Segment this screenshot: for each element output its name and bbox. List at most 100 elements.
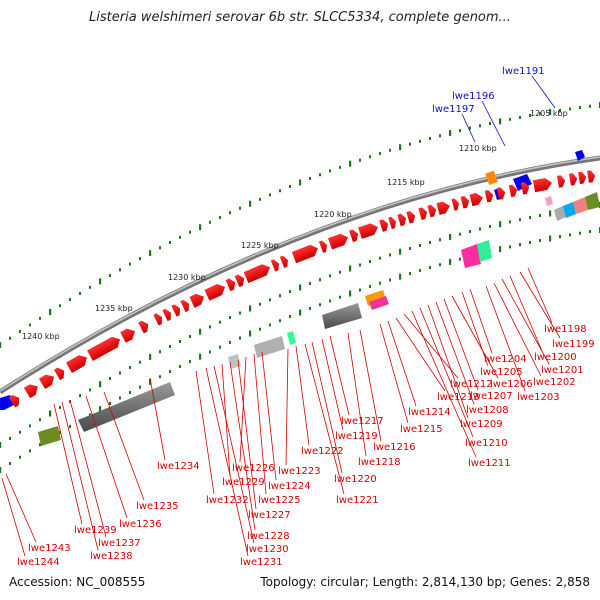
gene-label-lwe1200[interactable]: lwe1200 xyxy=(534,352,577,363)
gene-label-lwe1244[interactable]: lwe1244 xyxy=(17,557,60,568)
cog-block-pink-small[interactable] xyxy=(545,196,553,206)
forward-gene-arrow[interactable] xyxy=(327,232,350,250)
forward-gene-arrow[interactable] xyxy=(8,393,23,408)
gene-label-lwe1206[interactable]: lwe1206 xyxy=(490,379,533,390)
gene-label-lwe1214[interactable]: lwe1214 xyxy=(408,407,451,418)
forward-gene-arrow[interactable] xyxy=(520,181,531,195)
forward-gene-arrow[interactable] xyxy=(204,282,227,301)
forward-gene-arrow[interactable] xyxy=(427,204,437,218)
forward-gene-arrow[interactable] xyxy=(38,372,57,390)
gene-label-lwe1230[interactable]: lwe1230 xyxy=(246,544,289,555)
gene-label-lwe1204[interactable]: lwe1204 xyxy=(484,354,527,365)
forward-gene-arrow[interactable] xyxy=(556,175,566,188)
gene-label-lwe1208[interactable]: lwe1208 xyxy=(466,405,509,416)
gene-label-lwe1237[interactable]: lwe1237 xyxy=(98,538,141,549)
forward-gene-arrow[interactable] xyxy=(484,189,495,203)
forward-gene-arrow[interactable] xyxy=(358,221,380,239)
cog-block-olive-2[interactable] xyxy=(585,192,600,210)
gene-label-lwe1220[interactable]: lwe1220 xyxy=(334,474,377,485)
forward-gene-arrow[interactable] xyxy=(460,195,471,209)
forward-gene-arrow[interactable] xyxy=(418,206,429,220)
forward-gene-arrow[interactable] xyxy=(180,298,191,313)
forward-gene-arrow[interactable] xyxy=(578,171,587,185)
gene-lwe1191-shape[interactable] xyxy=(575,150,585,161)
gene-label-lwe1191[interactable]: lwe1191 xyxy=(502,66,545,77)
cog-block-green-small[interactable] xyxy=(287,331,296,345)
gene-label-lwe1222[interactable]: lwe1222 xyxy=(301,446,344,457)
gene-label-lwe1226[interactable]: lwe1226 xyxy=(232,463,275,474)
gene-label-lwe1239[interactable]: lwe1239 xyxy=(74,525,117,536)
forward-gene-arrow[interactable] xyxy=(451,198,460,211)
gene-label-lwe1221[interactable]: lwe1221 xyxy=(336,495,379,506)
gray-block-1[interactable] xyxy=(78,382,175,432)
cog-block-salmon[interactable] xyxy=(573,197,588,214)
gene-label-lwe1223[interactable]: lwe1223 xyxy=(278,466,321,477)
cog-block-mint[interactable] xyxy=(477,240,492,262)
gene-label-lwe1236[interactable]: lwe1236 xyxy=(119,519,162,530)
gene-label-lwe1225[interactable]: lwe1225 xyxy=(258,495,301,506)
forward-gene-arrow[interactable] xyxy=(87,334,123,362)
gene-label-lwe1210[interactable]: lwe1210 xyxy=(465,438,508,449)
gene-label-lwe1229[interactable]: lwe1229 xyxy=(222,477,265,488)
gene-label-lwe1217[interactable]: lwe1217 xyxy=(341,416,384,427)
gene-label-lwe1228[interactable]: lwe1228 xyxy=(247,531,290,542)
gray-block-3[interactable] xyxy=(254,336,285,358)
gene-label-lwe1203[interactable]: lwe1203 xyxy=(517,392,560,403)
forward-gene-arrow[interactable] xyxy=(436,200,451,215)
forward-gene-arrow[interactable] xyxy=(379,218,390,232)
forward-gene-arrow[interactable] xyxy=(279,254,290,268)
forward-gene-arrow[interactable] xyxy=(120,326,138,343)
gene-label-lwe1231[interactable]: lwe1231 xyxy=(240,557,283,568)
gene-label-lwe1232[interactable]: lwe1232 xyxy=(206,495,249,506)
gene-label-lwe1205[interactable]: lwe1205 xyxy=(480,367,523,378)
gene-label-lwe1202[interactable]: lwe1202 xyxy=(533,377,576,388)
gene-label-lwe1207[interactable]: lwe1207 xyxy=(470,391,513,402)
forward-gene-arrow[interactable] xyxy=(349,228,360,243)
forward-gene-arrow[interactable] xyxy=(469,192,485,207)
gene-label-lwe1227[interactable]: lwe1227 xyxy=(248,510,291,521)
gene-label-lwe1216[interactable]: lwe1216 xyxy=(373,442,416,453)
forward-gene-arrow[interactable] xyxy=(270,258,282,272)
forward-gene-arrow[interactable] xyxy=(138,319,151,334)
gene-label-lwe1197[interactable]: lwe1197 xyxy=(432,104,475,115)
forward-gene-arrow[interactable] xyxy=(189,291,206,308)
gene-label-lwe1224[interactable]: lwe1224 xyxy=(268,481,311,492)
cog-block-olive[interactable] xyxy=(38,426,61,446)
gene-label-lwe1199[interactable]: lwe1199 xyxy=(552,339,595,350)
forward-gene-arrow[interactable] xyxy=(53,365,67,381)
forward-gene-arrow[interactable] xyxy=(153,312,164,326)
gene-label-lwe1243[interactable]: lwe1243 xyxy=(28,543,71,554)
gene-label-lwe1219[interactable]: lwe1219 xyxy=(335,431,378,442)
forward-gene-arrow[interactable] xyxy=(587,170,596,183)
gray-block-5[interactable] xyxy=(554,206,566,221)
forward-gene-arrow[interactable] xyxy=(406,210,417,224)
forward-gene-arrow[interactable] xyxy=(23,381,41,399)
forward-gene-arrow[interactable] xyxy=(496,186,507,200)
gene-label-lwe1209[interactable]: lwe1209 xyxy=(460,419,503,430)
gray-block-4[interactable] xyxy=(228,354,241,369)
forward-gene-arrow[interactable] xyxy=(243,262,273,284)
cog-block-cyan[interactable] xyxy=(563,202,576,218)
gene-label-lwe1198[interactable]: lwe1198 xyxy=(544,324,587,335)
forward-gene-arrow[interactable] xyxy=(162,307,173,322)
cog-block-magenta[interactable] xyxy=(369,296,389,310)
gene-label-lwe1196[interactable]: lwe1196 xyxy=(452,91,495,102)
gene-label-lwe1234[interactable]: lwe1234 xyxy=(157,461,200,472)
gene-label-lwe1213[interactable]: lwe1213 xyxy=(437,392,480,403)
gene-label-lwe1218[interactable]: lwe1218 xyxy=(358,457,401,468)
gene-label-lwe1235[interactable]: lwe1235 xyxy=(136,501,179,512)
forward-gene-arrow[interactable] xyxy=(388,216,398,230)
forward-gene-arrow[interactable] xyxy=(171,303,182,317)
forward-gene-arrow[interactable] xyxy=(532,177,553,193)
gene-label-lwe1215[interactable]: lwe1215 xyxy=(400,424,443,435)
forward-gene-arrow[interactable] xyxy=(291,243,320,264)
forward-gene-arrow[interactable] xyxy=(508,184,519,198)
gene-label-lwe1212[interactable]: lwe1212 xyxy=(450,379,493,390)
gene-label-lwe1238[interactable]: lwe1238 xyxy=(90,551,133,562)
forward-gene-arrow[interactable] xyxy=(66,352,90,374)
forward-gene-arrow[interactable] xyxy=(225,277,238,292)
forward-gene-arrow[interactable] xyxy=(569,173,578,186)
forward-gene-arrow[interactable] xyxy=(397,213,408,227)
forward-gene-arrow[interactable] xyxy=(318,239,329,253)
